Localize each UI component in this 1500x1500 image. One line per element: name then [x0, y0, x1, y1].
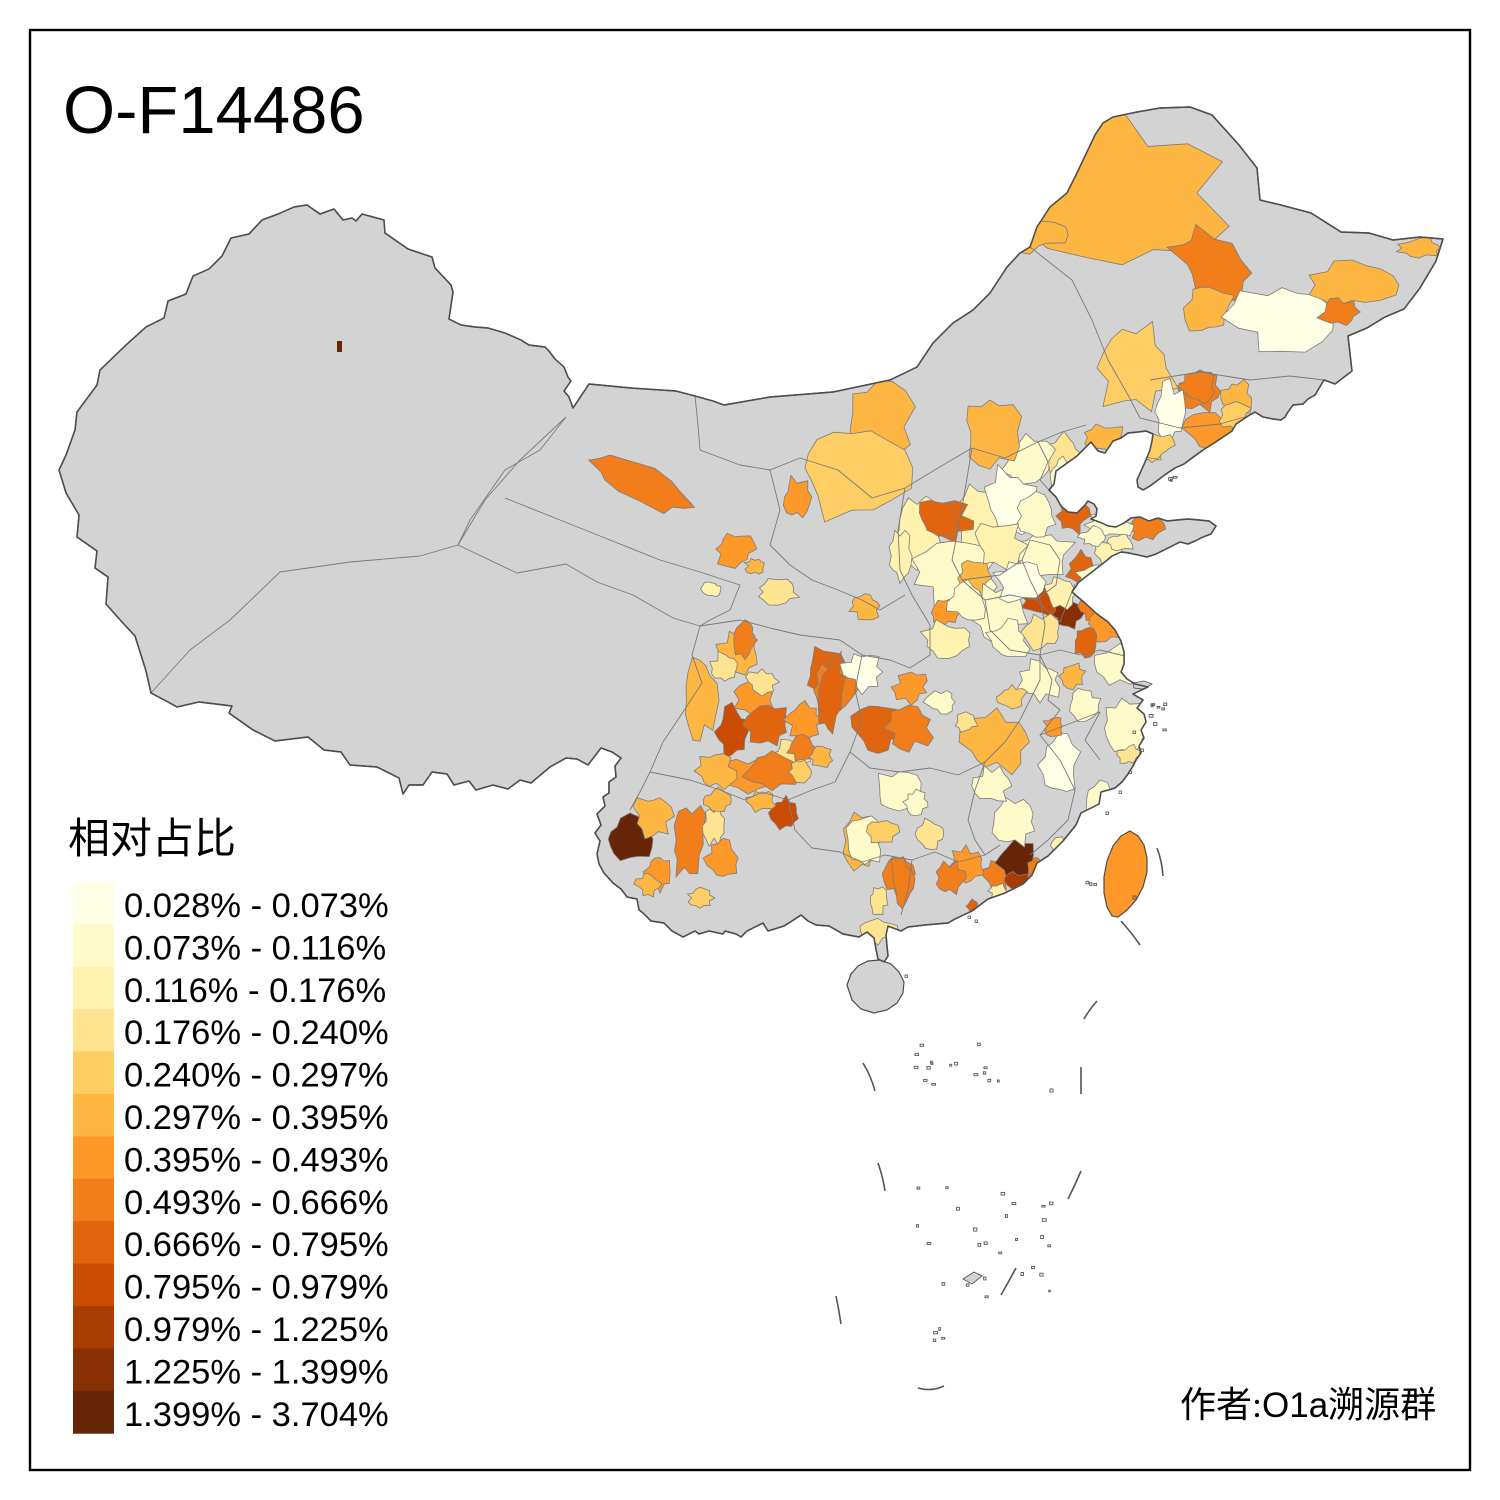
svg-text:相对占比: 相对占比: [68, 817, 236, 863]
svg-text:作者:O1a溯源群: 作者:O1a溯源群: [1180, 1385, 1436, 1425]
svg-text:0.666% - 0.795%: 0.666% - 0.795%: [124, 1226, 389, 1264]
svg-text:0.395% - 0.493%: 0.395% - 0.493%: [124, 1141, 389, 1179]
svg-text:0.240% - 0.297%: 0.240% - 0.297%: [124, 1057, 389, 1095]
svg-text:0.028% - 0.073%: 0.028% - 0.073%: [124, 887, 389, 925]
svg-text:0.297% - 0.395%: 0.297% - 0.395%: [124, 1099, 389, 1137]
svg-text:0.493% - 0.666%: 0.493% - 0.666%: [124, 1184, 389, 1222]
svg-text:0.116% - 0.176%: 0.116% - 0.176%: [124, 972, 386, 1010]
svg-text:0.979% - 1.225%: 0.979% - 1.225%: [124, 1311, 389, 1349]
svg-text:0.073% - 0.116%: 0.073% - 0.116%: [124, 929, 386, 967]
svg-text:0.176% - 0.240%: 0.176% - 0.240%: [124, 1014, 389, 1052]
svg-text:1.399% - 3.704%: 1.399% - 3.704%: [124, 1396, 389, 1434]
svg-text:1.225% - 1.399%: 1.225% - 1.399%: [124, 1353, 389, 1391]
svg-text:O-F14486: O-F14486: [63, 73, 365, 148]
svg-text:0.795% - 0.979%: 0.795% - 0.979%: [124, 1269, 389, 1307]
